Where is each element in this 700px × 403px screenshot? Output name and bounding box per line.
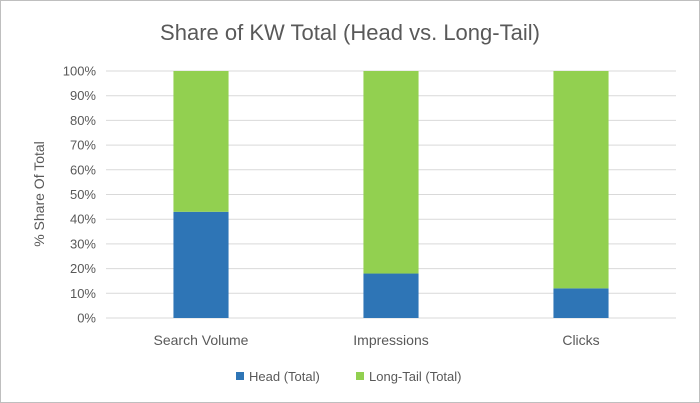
y-tick-label: 70% [70,138,96,153]
y-tick-label: 10% [70,286,96,301]
x-category-label: Clicks [562,332,599,348]
bar-segment [553,288,609,318]
bar-segment [363,273,419,318]
y-tick-label: 100% [63,64,97,79]
legend-swatch [356,372,364,380]
y-axis-ticks: 0% 10% 20% 30% 40% 50% 60% 70% 80% 90% 100% [63,64,97,326]
y-tick-label: 50% [70,187,96,202]
bar-segment [363,71,419,274]
x-category-label: Impressions [353,332,428,348]
y-tick-label: 40% [70,212,96,227]
legend-swatch [236,372,244,380]
legend-label: Head (Total) [249,369,320,384]
y-tick-label: 60% [70,162,96,177]
y-tick-label: 0% [77,311,96,326]
x-axis-categories: Search Volume Impressions Clicks [154,332,600,348]
legend-label: Long-Tail (Total) [369,369,462,384]
chart-title: Share of KW Total (Head vs. Long-Tail) [160,20,540,45]
bar-segment [173,211,229,318]
y-axis-label: % Share Of Total [31,141,47,247]
y-tick-label: 80% [70,113,96,128]
bar-segment [553,71,609,289]
legend: Head (Total) Long-Tail (Total) [236,369,462,384]
bar-segment [173,71,229,212]
x-category-label: Search Volume [154,332,249,348]
y-tick-label: 20% [70,261,96,276]
y-tick-label: 90% [70,88,96,103]
y-tick-label: 30% [70,236,96,251]
bars [173,71,609,318]
